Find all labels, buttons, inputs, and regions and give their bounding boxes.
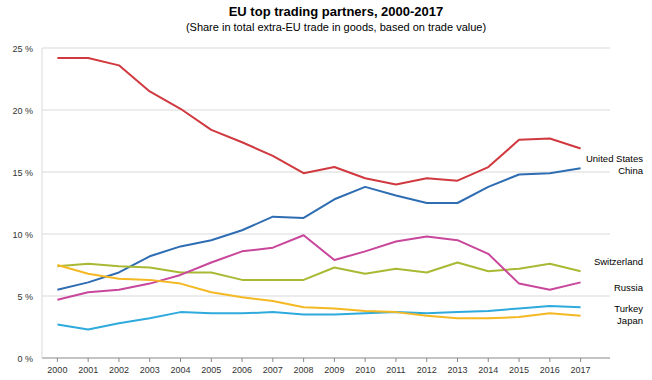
x-tick-label: 2014 [478, 365, 498, 375]
y-tick-label: 20 % [12, 106, 33, 116]
x-tick-label: 2010 [355, 365, 375, 375]
plot-area [57, 58, 580, 330]
x-tick [457, 358, 458, 362]
x-tick [334, 358, 335, 362]
x-tick-label: 2004 [170, 365, 190, 375]
x-tick-label: 2009 [324, 365, 344, 375]
x-tick-label: 2007 [263, 365, 283, 375]
series-line [57, 265, 580, 318]
grid-line [42, 172, 610, 173]
x-tick [88, 358, 89, 362]
x-tick-label: 2012 [417, 365, 437, 375]
x-tick [118, 358, 119, 362]
series-line [57, 58, 580, 184]
grid-line [42, 234, 610, 235]
grid-line [42, 110, 610, 111]
y-tick-label: 10 % [12, 230, 33, 240]
x-tick [426, 358, 427, 362]
x-tick-label: 2003 [140, 365, 160, 375]
y-tick-label: 25 % [12, 44, 33, 54]
series-label: Turkey [614, 303, 643, 314]
x-tick-label: 2000 [47, 365, 67, 375]
x-tick [303, 358, 304, 362]
x-tick-label: 2002 [109, 365, 129, 375]
series-label: United States [586, 153, 643, 164]
x-tick [149, 358, 150, 362]
x-tick [519, 358, 520, 362]
series-label: Japan [617, 315, 643, 326]
x-tick-label: 2005 [201, 365, 221, 375]
series-line [57, 235, 580, 299]
x-tick-label: 2011 [386, 365, 405, 375]
series-label: China [618, 165, 644, 176]
x-tick-label: 2006 [232, 365, 252, 375]
chart: EU top trading partners, 2000-2017 (Share… [0, 0, 652, 380]
x-tick [211, 358, 212, 362]
x-tick-label: 2013 [447, 365, 467, 375]
x-tick [549, 358, 550, 362]
x-tick-label: 2008 [294, 365, 314, 375]
y-tick-label: 0 % [17, 354, 33, 364]
x-tick [242, 358, 243, 362]
series-label: Switzerland [594, 256, 643, 267]
series-line [57, 263, 580, 280]
x-tick-label: 2015 [509, 365, 529, 375]
grid-line [42, 296, 610, 297]
x-tick [365, 358, 366, 362]
x-tick-label: 2017 [571, 365, 591, 375]
x-tick [272, 358, 273, 362]
x-tick [488, 358, 489, 362]
x-tick-label: 2016 [540, 365, 560, 375]
x-tick [57, 358, 58, 362]
grid-line [42, 358, 610, 359]
x-tick [180, 358, 181, 362]
series-label: Russia [614, 282, 644, 293]
title: EU top trading partners, 2000-2017 [229, 4, 444, 19]
y-tick-label: 15 % [12, 168, 33, 178]
series-line [57, 168, 580, 290]
x-tick-label: 2001 [78, 365, 98, 375]
y-axis-line [42, 48, 43, 358]
y-tick-label: 5 % [17, 292, 33, 302]
x-tick [580, 358, 581, 362]
x-tick [395, 358, 396, 362]
subtitle: (Share in total extra-EU trade in goods,… [186, 21, 486, 33]
grid-line [42, 48, 610, 49]
